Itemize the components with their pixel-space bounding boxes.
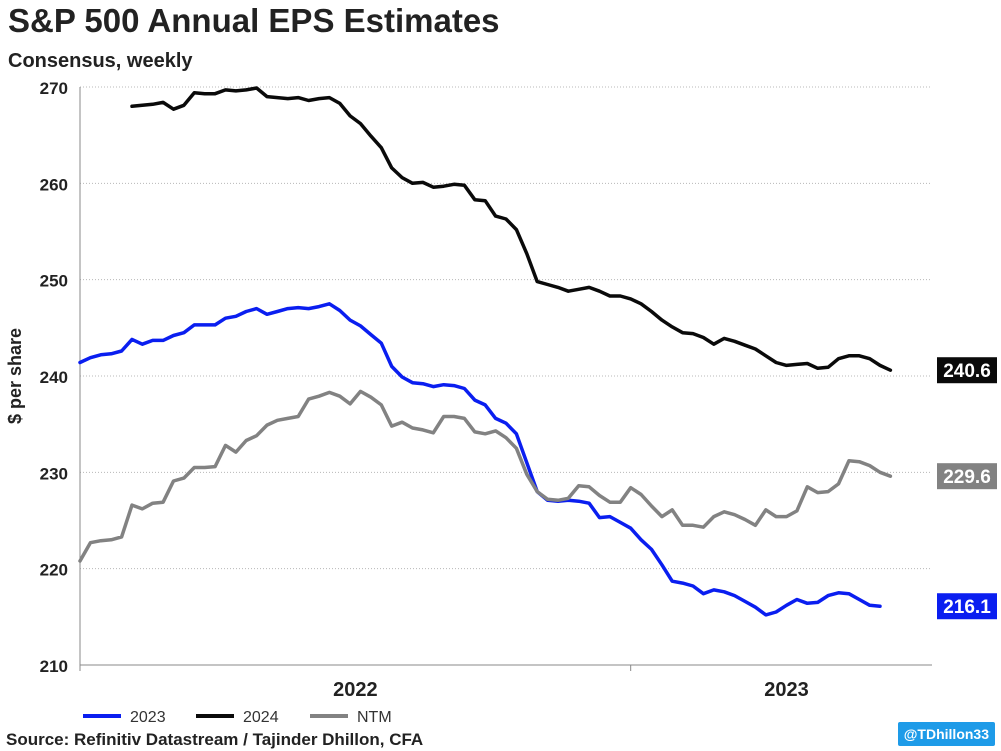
series-line-2024 xyxy=(130,86,893,372)
y-tick-labels: 210 220 230 240 250 260 270 $ per share xyxy=(5,79,68,676)
y-tick-label-230: 230 xyxy=(40,464,68,483)
y-tick-label-260: 260 xyxy=(40,175,68,194)
source-note: Source: Refinitiv Datastream / Tajinder … xyxy=(6,730,424,749)
legend-label-2023: 2023 xyxy=(130,709,166,726)
legend-label-ntm: NTM xyxy=(357,709,392,726)
y-axis-label: $ per share xyxy=(5,328,25,424)
x-tick-label-2022: 2022 xyxy=(333,679,378,701)
series-lines xyxy=(78,86,893,617)
y-tick-label-250: 250 xyxy=(40,272,68,291)
end-label-ntm: 229.6 xyxy=(943,467,991,488)
y-tick-label-240: 240 xyxy=(40,368,68,387)
end-label-2023: 216.1 xyxy=(943,597,991,618)
end-label-box-ntm xyxy=(937,463,997,490)
axes xyxy=(79,87,932,671)
end-label-box-2024 xyxy=(937,357,997,384)
gridlines xyxy=(80,86,932,570)
twitter-handle-badge[interactable]: @TDhillon33 xyxy=(897,722,995,746)
end-label-box-2023 xyxy=(937,593,997,620)
chart-subtitle: Consensus, weekly xyxy=(8,50,193,72)
legend-label-2024: 2024 xyxy=(243,709,279,726)
y-tick-label-210: 210 xyxy=(40,657,68,676)
y-tick-label-270: 270 xyxy=(40,79,68,98)
end-label-2024: 240.6 xyxy=(943,361,991,382)
series-line-2023 xyxy=(78,302,882,617)
x-tick-labels: 2022 2023 xyxy=(333,679,809,701)
chart-title: S&P 500 Annual EPS Estimates xyxy=(8,2,500,39)
x-tick-label-2023: 2023 xyxy=(764,679,809,701)
series-line-ntm xyxy=(78,389,893,563)
legend: 2023 2024 NTM xyxy=(83,709,392,726)
y-tick-label-220: 220 xyxy=(40,561,68,580)
end-value-labels: 216.1 240.6 229.6 xyxy=(937,357,997,620)
